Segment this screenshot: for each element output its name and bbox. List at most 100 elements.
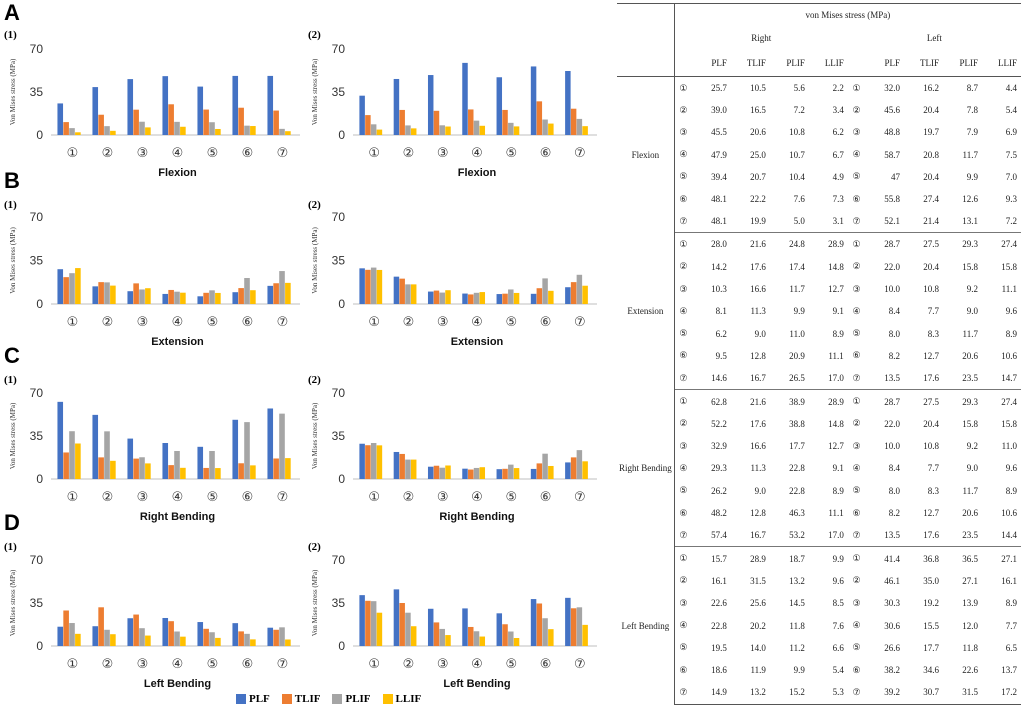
row-index: ⑥ bbox=[852, 507, 861, 518]
bar-tlif bbox=[168, 104, 174, 135]
table-cell: 45.5 bbox=[711, 127, 727, 138]
table-cell: 36.8 bbox=[923, 553, 939, 564]
y-tick-label: 35 bbox=[332, 85, 346, 99]
bar-llif bbox=[145, 127, 151, 135]
y-tick-label: 0 bbox=[338, 297, 345, 311]
table-cell: 9.9 bbox=[832, 553, 844, 564]
table-cell: 12.8 bbox=[750, 508, 766, 519]
bar-plf bbox=[530, 599, 537, 646]
bar-plif bbox=[279, 271, 285, 304]
x-tick-label: ③ bbox=[437, 315, 449, 330]
table-cell: 19.7 bbox=[923, 127, 939, 138]
bar-llif bbox=[582, 624, 588, 646]
bar-plf bbox=[530, 468, 537, 479]
x-tick-label: ⑥ bbox=[242, 657, 254, 672]
table-cell: 6.6 bbox=[832, 642, 844, 653]
bar-llif bbox=[285, 639, 291, 646]
x-tick-label: ③ bbox=[437, 657, 449, 672]
bar-llif bbox=[479, 467, 486, 479]
row-index: ④ bbox=[852, 462, 861, 473]
bar-llif bbox=[479, 636, 486, 646]
bar-plif bbox=[104, 629, 110, 646]
table-cell: 14.6 bbox=[692, 367, 731, 391]
stress-table: von Mises stress (MPa) Right Left PLF TLIF PL… bbox=[617, 3, 1021, 705]
row-index: ⑥ bbox=[679, 664, 688, 675]
table-cell: 27.4 bbox=[1001, 239, 1017, 250]
table-row: ② 14.2 17.6 17.4 14.8 ② 22.0 20.4 15.8 15.8 bbox=[617, 256, 1021, 278]
bar-tlif bbox=[570, 457, 577, 479]
table-row: Extension ① 28.0 21.6 24.8 28.9 ① 28.7 27.5 29.3 2… bbox=[617, 232, 1021, 390]
table-cell: 9.0 bbox=[966, 306, 978, 317]
bar-plif bbox=[542, 618, 548, 646]
x-tick-label: ⑤ bbox=[207, 490, 219, 505]
y-tick-label: 0 bbox=[338, 472, 345, 486]
subplot-label: (1) bbox=[4, 374, 17, 386]
table-row: ⑥ 48.1 22.2 7.6 7.3 ⑥ 55.8 27.4 12.6 9.3 bbox=[617, 188, 1021, 210]
bar-tlif bbox=[168, 289, 174, 304]
table-cell: 39.2 bbox=[865, 681, 905, 705]
legend-label: PLF bbox=[249, 693, 270, 705]
bar-llif bbox=[250, 465, 256, 479]
bar-plif bbox=[244, 633, 250, 646]
table-cell: 14.0 bbox=[750, 642, 766, 653]
table-cell: 47.9 bbox=[711, 149, 727, 160]
bar-tlif bbox=[98, 457, 104, 479]
table-corner bbox=[617, 50, 675, 77]
x-tick-label: ③ bbox=[137, 315, 149, 330]
bar-plf bbox=[92, 87, 99, 135]
table-cell: 9.3 bbox=[1005, 194, 1017, 205]
column-header: LLIF bbox=[808, 50, 848, 77]
table-cell: 8.4 bbox=[888, 463, 901, 474]
table-cell: 35.0 bbox=[923, 575, 939, 586]
x-tick-label: ② bbox=[102, 657, 114, 672]
row-index: ⑤ bbox=[852, 485, 861, 496]
bar-plf bbox=[127, 79, 134, 135]
bar-llif bbox=[445, 635, 451, 646]
bar-llif bbox=[376, 612, 383, 646]
table-cell: 9.9 bbox=[793, 665, 805, 676]
legend-swatch bbox=[382, 694, 393, 704]
row-index: ② bbox=[852, 418, 861, 429]
table-cell: 8.9 bbox=[832, 328, 844, 339]
table-cell: 8.7 bbox=[966, 83, 978, 94]
legend-item-tlif: TLIF bbox=[281, 693, 320, 705]
bar-plif bbox=[542, 278, 548, 304]
bar-tlif bbox=[203, 109, 209, 135]
bar-llif bbox=[180, 126, 186, 135]
bar-llif bbox=[582, 285, 588, 304]
y-tick-label: 70 bbox=[332, 386, 346, 400]
y-axis-label: Von Mises stress (MPa) bbox=[311, 227, 319, 294]
table-cell: 15.2 bbox=[769, 681, 809, 705]
bar-tlif bbox=[98, 114, 104, 135]
bar-plf bbox=[267, 285, 274, 304]
bar-llif bbox=[376, 445, 383, 479]
row-index: ① bbox=[852, 553, 861, 564]
bar-tlif bbox=[502, 624, 508, 646]
table-cell: 47 bbox=[891, 171, 901, 182]
table-cell: 22.8 bbox=[711, 620, 727, 631]
bar-llif bbox=[180, 636, 186, 646]
bar-llif bbox=[582, 461, 588, 479]
bar-plf bbox=[462, 293, 468, 304]
table-cell: 12.7 bbox=[923, 508, 939, 519]
table-cell: 9.6 bbox=[1005, 463, 1017, 474]
table-row: ⑤ 39.4 20.7 10.4 4.9 ⑤ 47 20.4 9.9 7.0 bbox=[617, 166, 1021, 188]
table-cell: 29.3 bbox=[962, 396, 978, 407]
table-cell: 11.1 bbox=[1001, 284, 1017, 295]
bar-llif bbox=[215, 292, 221, 304]
x-tick-label: ② bbox=[403, 490, 415, 505]
table-cell: 14.9 bbox=[692, 681, 731, 705]
bar-llif bbox=[445, 465, 451, 479]
table-cell: 20.9 bbox=[789, 350, 805, 361]
y-axis-label: Von Mises stress (MPa) bbox=[9, 58, 17, 125]
row-index: ③ bbox=[852, 283, 861, 294]
table-cell: 6.2 bbox=[832, 127, 844, 138]
bar-llif bbox=[145, 635, 151, 646]
table-cell: 22.0 bbox=[884, 418, 901, 429]
bar-plf bbox=[462, 608, 468, 646]
table-cell: 15.7 bbox=[711, 553, 727, 564]
table-cell: 27.4 bbox=[1001, 396, 1017, 407]
bar-plif bbox=[542, 119, 548, 135]
y-tick-label: 70 bbox=[30, 553, 44, 567]
bar-tlif bbox=[63, 122, 69, 135]
